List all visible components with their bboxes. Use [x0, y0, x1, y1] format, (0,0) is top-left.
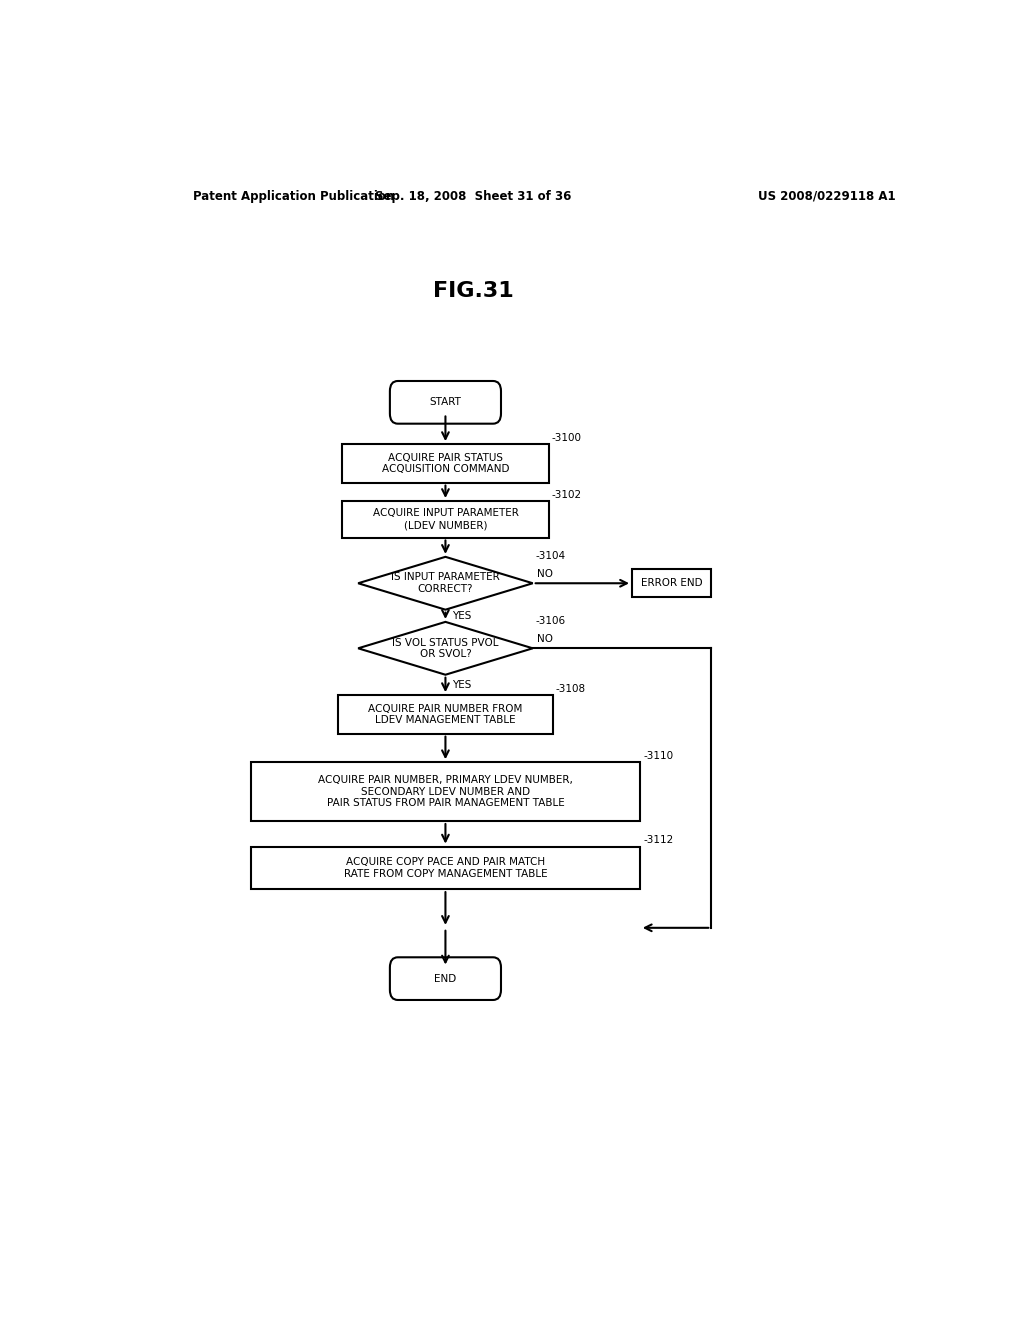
FancyBboxPatch shape [390, 381, 501, 424]
Text: ‐3108: ‐3108 [556, 684, 586, 694]
Text: Patent Application Publication: Patent Application Publication [194, 190, 394, 202]
FancyBboxPatch shape [251, 846, 640, 890]
Text: ACQUIRE PAIR NUMBER FROM
LDEV MANAGEMENT TABLE: ACQUIRE PAIR NUMBER FROM LDEV MANAGEMENT… [369, 704, 522, 725]
FancyBboxPatch shape [251, 762, 640, 821]
Text: ‐3104: ‐3104 [536, 550, 565, 561]
FancyBboxPatch shape [342, 444, 549, 483]
Text: ‐3110: ‐3110 [643, 751, 673, 762]
Text: ACQUIRE INPUT PARAMETER
(LDEV NUMBER): ACQUIRE INPUT PARAMETER (LDEV NUMBER) [373, 508, 518, 531]
Text: FIG.31: FIG.31 [433, 281, 514, 301]
Text: ERROR END: ERROR END [641, 578, 702, 589]
Text: NO: NO [538, 634, 554, 644]
FancyBboxPatch shape [338, 696, 553, 734]
Text: YES: YES [452, 680, 471, 690]
Text: ACQUIRE PAIR NUMBER, PRIMARY LDEV NUMBER,
SECONDARY LDEV NUMBER AND
PAIR STATUS : ACQUIRE PAIR NUMBER, PRIMARY LDEV NUMBER… [318, 775, 572, 808]
Text: Sep. 18, 2008  Sheet 31 of 36: Sep. 18, 2008 Sheet 31 of 36 [375, 190, 571, 202]
Text: IS INPUT PARAMETER
CORRECT?: IS INPUT PARAMETER CORRECT? [391, 573, 500, 594]
Text: ‐3100: ‐3100 [552, 433, 582, 444]
Text: IS VOL STATUS PVOL
OR SVOL?: IS VOL STATUS PVOL OR SVOL? [392, 638, 499, 659]
Polygon shape [358, 622, 532, 675]
Text: ‐3106: ‐3106 [536, 616, 565, 626]
FancyBboxPatch shape [342, 500, 549, 537]
Text: NO: NO [538, 569, 554, 579]
Text: END: END [434, 974, 457, 983]
FancyBboxPatch shape [632, 569, 712, 598]
Polygon shape [358, 557, 532, 610]
Text: ‐3112: ‐3112 [643, 836, 674, 846]
Text: ACQUIRE COPY PACE AND PAIR MATCH
RATE FROM COPY MANAGEMENT TABLE: ACQUIRE COPY PACE AND PAIR MATCH RATE FR… [344, 857, 547, 879]
Text: ‐3102: ‐3102 [552, 490, 582, 500]
Text: YES: YES [452, 611, 471, 620]
Text: US 2008/0229118 A1: US 2008/0229118 A1 [758, 190, 895, 202]
FancyBboxPatch shape [390, 957, 501, 1001]
Text: ACQUIRE PAIR STATUS
ACQUISITION COMMAND: ACQUIRE PAIR STATUS ACQUISITION COMMAND [382, 453, 509, 474]
Text: START: START [429, 397, 462, 408]
